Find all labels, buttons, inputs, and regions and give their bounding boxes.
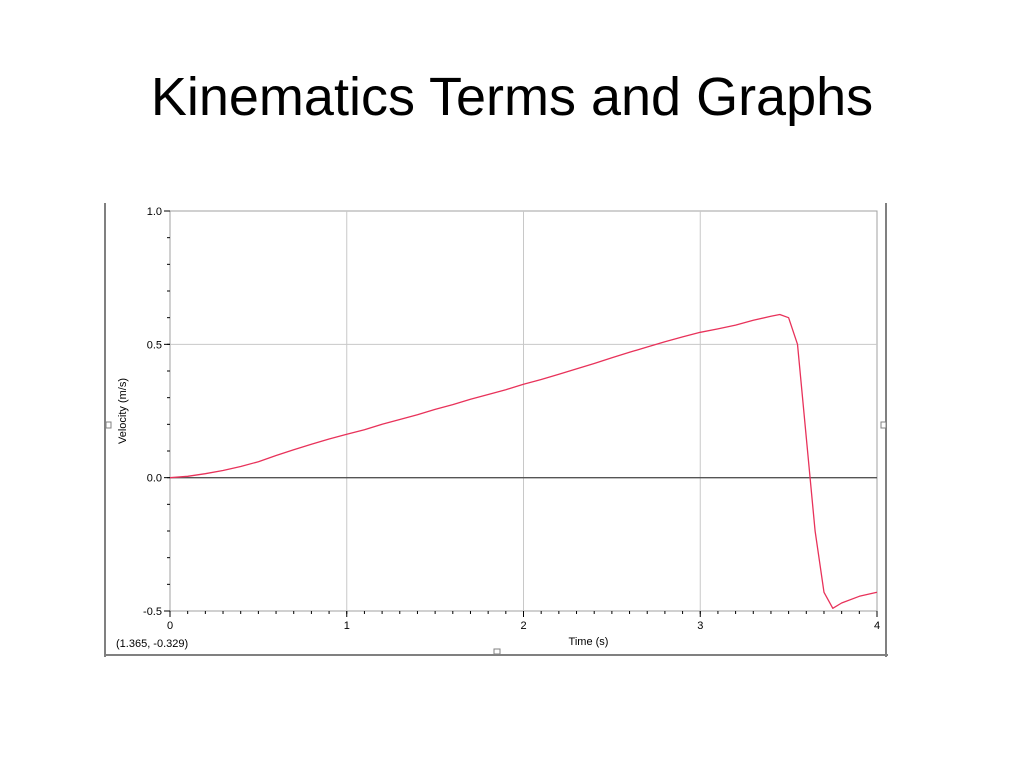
y-tick-label: 0.0 [147, 473, 162, 485]
coordinate-readout: (1.365, -0.329) [116, 638, 188, 650]
y-tick-label: 0.5 [147, 339, 162, 351]
graph-panel: 0 1 2 3 4 -0.5 0.0 0.5 1.0 Time (s) Velocity (m/s)… [104, 203, 888, 657]
x-axis-label: Time (s) [569, 636, 609, 648]
x-tick-label: 0 [167, 620, 173, 632]
x-tick-label: 3 [697, 620, 703, 632]
y-tick-label: -0.5 [143, 606, 162, 618]
resize-handle-right[interactable] [880, 421, 887, 429]
y-tick-label: 1.0 [147, 206, 162, 218]
velocity-series-line [169, 313, 878, 609]
velocity-time-chart: 0 1 2 3 4 -0.5 0.0 0.5 1.0 Time (s) Velocity (m/s)… [104, 203, 888, 657]
resize-handle-bottom[interactable] [493, 648, 501, 655]
x-tick-label: 2 [520, 620, 526, 632]
slide-title: Kinematics Terms and Graphs [150, 67, 874, 127]
x-tick-label: 4 [874, 620, 880, 632]
x-tick-label: 1 [344, 620, 350, 632]
y-axis-label: Velocity (m/s) [117, 378, 129, 444]
resize-handle-left[interactable] [105, 421, 112, 429]
